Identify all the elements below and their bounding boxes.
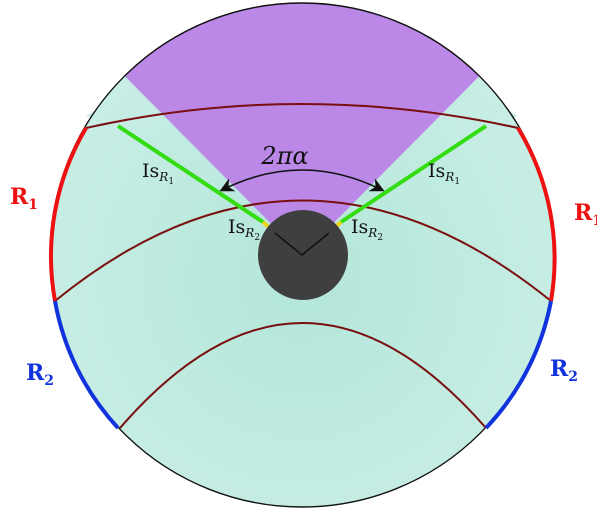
island-R1-right-label: IsR1 (428, 160, 460, 187)
island-R2-left-label: IsR2 (228, 216, 260, 243)
geodesic-middle (54, 199, 552, 302)
island-R2-right-label: IsR2 (351, 216, 383, 243)
wedge-apex-lines (274, 232, 330, 257)
R2-right-label: R2 (550, 356, 578, 385)
R1-right-label: R1 (574, 200, 597, 229)
boundary-region-R1-right (516, 126, 557, 302)
island-R1-right (339, 124, 488, 224)
island-R1-left (116, 124, 265, 224)
geodesic-top (85, 103, 519, 129)
boundary-region-R2-left (53, 300, 120, 430)
boundary-region-R1-left (49, 126, 88, 302)
geodesic-bottom (119, 322, 487, 429)
angle-label: 2πα (260, 142, 308, 170)
R1-left-label: R1 (10, 184, 38, 213)
boundary-region-R2-right (484, 300, 553, 430)
island-R1-left-label: IsR1 (142, 160, 174, 187)
angle-arrow-icon (219, 169, 385, 192)
R2-left-label: R2 (26, 360, 54, 389)
